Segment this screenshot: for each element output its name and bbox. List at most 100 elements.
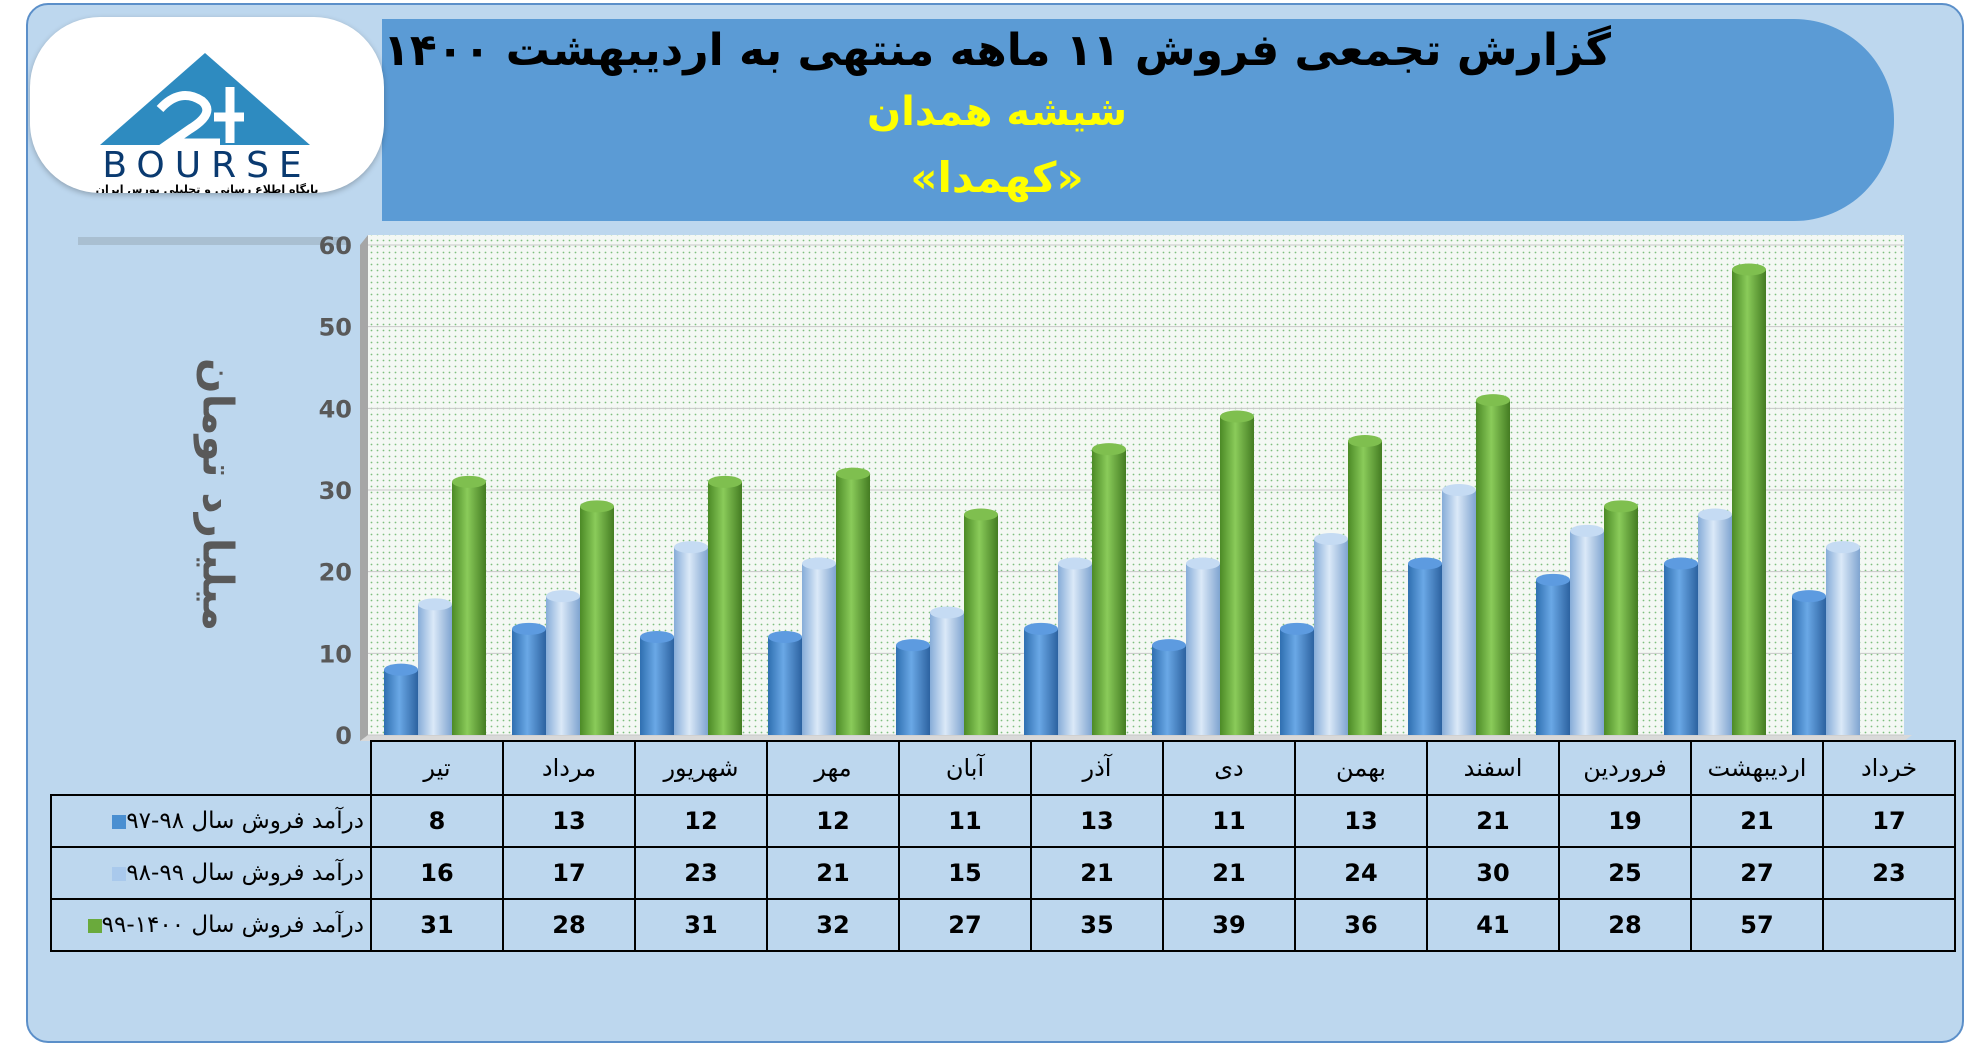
category-label: اردیبهشت bbox=[1690, 740, 1824, 796]
bar-series-2 bbox=[1314, 539, 1348, 735]
bar-cap-series-1 bbox=[1152, 639, 1186, 652]
bar-series-3 bbox=[836, 473, 870, 735]
y-tick-label: 50 bbox=[319, 314, 352, 342]
bar-series-1 bbox=[1408, 563, 1442, 735]
bar-cap-series-1 bbox=[384, 663, 418, 676]
data-table: تیر مرداد شهریور مهر آبان آذر دی بهمن اسفند فرورد… bbox=[50, 740, 1956, 952]
bar-series-3 bbox=[1220, 416, 1254, 735]
bar-series-2 bbox=[546, 596, 580, 735]
legend-series-2: درآمد فروش سال ۹۹-۹۸ bbox=[50, 846, 372, 900]
bar-cap-series-3 bbox=[1476, 394, 1510, 407]
bar-cap-series-2 bbox=[1058, 557, 1092, 570]
bar-cap-series-1 bbox=[512, 622, 546, 635]
bar-cap-series-1 bbox=[1536, 573, 1570, 586]
data-label: 31 bbox=[634, 898, 768, 952]
bar-series-3 bbox=[1476, 400, 1510, 735]
bar-series-1 bbox=[1792, 596, 1826, 735]
data-label: 28 bbox=[1558, 898, 1692, 952]
category-label: اسفند bbox=[1426, 740, 1560, 796]
bar-series-1 bbox=[768, 637, 802, 735]
data-label: 12 bbox=[634, 794, 768, 848]
data-label: 19 bbox=[1558, 794, 1692, 848]
data-label: 15 bbox=[898, 846, 1032, 900]
bar-chart: 0 10 20 30 40 50 60 bbox=[319, 232, 1912, 745]
chart-title: گزارش تجمعی فروش ۱۱ ماهه منتهی به اردیبه… bbox=[383, 25, 1611, 76]
category-label: خرداد bbox=[1822, 740, 1956, 796]
legend-series-1: درآمد فروش سال ۹۸-۹۷ bbox=[50, 794, 372, 848]
category-label: شهریور bbox=[634, 740, 768, 796]
data-label: 57 bbox=[1690, 898, 1824, 952]
stock-symbol: «کهمدا» bbox=[910, 153, 1084, 202]
bar-series-1 bbox=[1280, 628, 1314, 735]
bar-series-2 bbox=[1698, 514, 1732, 735]
data-label: 16 bbox=[370, 846, 504, 900]
bar-series-1 bbox=[896, 645, 930, 735]
category-label: دی bbox=[1162, 740, 1296, 796]
bar-cap-series-3 bbox=[708, 475, 742, 488]
bar-series-2 bbox=[1058, 563, 1092, 735]
series-row-3: درآمد فروش سال ۱۴۰۰-۹۹ 31 28 31 32 27 35 39 36 4… bbox=[50, 898, 1956, 952]
category-label: آذر bbox=[1030, 740, 1164, 796]
y-tick-label: 40 bbox=[319, 395, 352, 423]
data-label: 12 bbox=[766, 794, 900, 848]
bar-cap-series-3 bbox=[452, 475, 486, 488]
bar-cap-series-2 bbox=[1698, 508, 1732, 521]
data-label: 21 bbox=[1426, 794, 1560, 848]
bar-series-2 bbox=[1442, 490, 1476, 735]
category-row: تیر مرداد شهریور مهر آبان آذر دی بهمن اسفند فرورد… bbox=[51, 740, 1956, 796]
bar-series-1 bbox=[512, 628, 546, 735]
data-label: 25 bbox=[1558, 846, 1692, 900]
bar-cap-series-1 bbox=[1408, 557, 1442, 570]
data-label: 21 bbox=[1030, 846, 1164, 900]
data-label: 11 bbox=[1162, 794, 1296, 848]
bar-cap-series-2 bbox=[930, 606, 964, 619]
logo-reflection bbox=[48, 205, 378, 265]
data-label: 8 bbox=[370, 794, 504, 848]
bar-series-2 bbox=[1826, 547, 1860, 735]
category-label: تیر bbox=[370, 740, 504, 796]
data-label: 28 bbox=[502, 898, 636, 952]
category-label: مرداد bbox=[502, 740, 636, 796]
table-corner bbox=[51, 741, 372, 795]
bar-series-2 bbox=[1186, 563, 1220, 735]
bar-cap-series-1 bbox=[1792, 590, 1826, 603]
bar-series-2 bbox=[930, 612, 964, 735]
bar-cap-series-2 bbox=[674, 541, 708, 554]
bar-series-3 bbox=[1732, 269, 1766, 735]
legend-series-3: درآمد فروش سال ۱۴۰۰-۹۹ bbox=[50, 898, 372, 952]
data-label: 36 bbox=[1294, 898, 1428, 952]
series-row-2: درآمد فروش سال ۹۹-۹۸ 16 17 23 21 15 21 21 24 30 2… bbox=[50, 846, 1956, 900]
data-label: 17 bbox=[1822, 794, 1956, 848]
data-label: 13 bbox=[1294, 794, 1428, 848]
y-tick-label: 0 bbox=[335, 722, 352, 745]
data-label: 17 bbox=[502, 846, 636, 900]
category-label: فروردین bbox=[1558, 740, 1692, 796]
y-tick-label: 30 bbox=[319, 477, 352, 505]
plot-floor bbox=[360, 735, 1912, 741]
bar-series-3 bbox=[964, 514, 998, 735]
bar-cap-series-3 bbox=[1220, 410, 1254, 423]
plot-area bbox=[368, 235, 1904, 739]
bar-series-3 bbox=[452, 481, 486, 735]
bar-cap-series-3 bbox=[580, 500, 614, 513]
bar-series-1 bbox=[1536, 579, 1570, 735]
category-label: بهمن bbox=[1294, 740, 1428, 796]
bar-series-1 bbox=[1024, 628, 1058, 735]
plot-side-wall bbox=[360, 235, 368, 741]
bar-cap-series-1 bbox=[1024, 622, 1058, 635]
data-label: 21 bbox=[1690, 794, 1824, 848]
bar-series-2 bbox=[418, 604, 452, 735]
bar-series-2 bbox=[674, 547, 708, 735]
bar-series-3 bbox=[1348, 441, 1382, 735]
data-label: 11 bbox=[898, 794, 1032, 848]
bar-cap-series-3 bbox=[1732, 263, 1766, 276]
data-label bbox=[1822, 898, 1956, 952]
bar-cap-series-3 bbox=[1348, 435, 1382, 447]
y-tick-label: 20 bbox=[319, 559, 352, 587]
category-label: مهر bbox=[766, 740, 900, 796]
bar-cap-series-1 bbox=[1664, 557, 1698, 570]
bar-series-3 bbox=[708, 481, 742, 735]
bar-cap-series-1 bbox=[896, 639, 930, 652]
data-label: 23 bbox=[634, 846, 768, 900]
chart-frame: BOURSE پایگاه اطلاع رسانی و تحلیلی بورس … bbox=[26, 3, 1964, 1043]
